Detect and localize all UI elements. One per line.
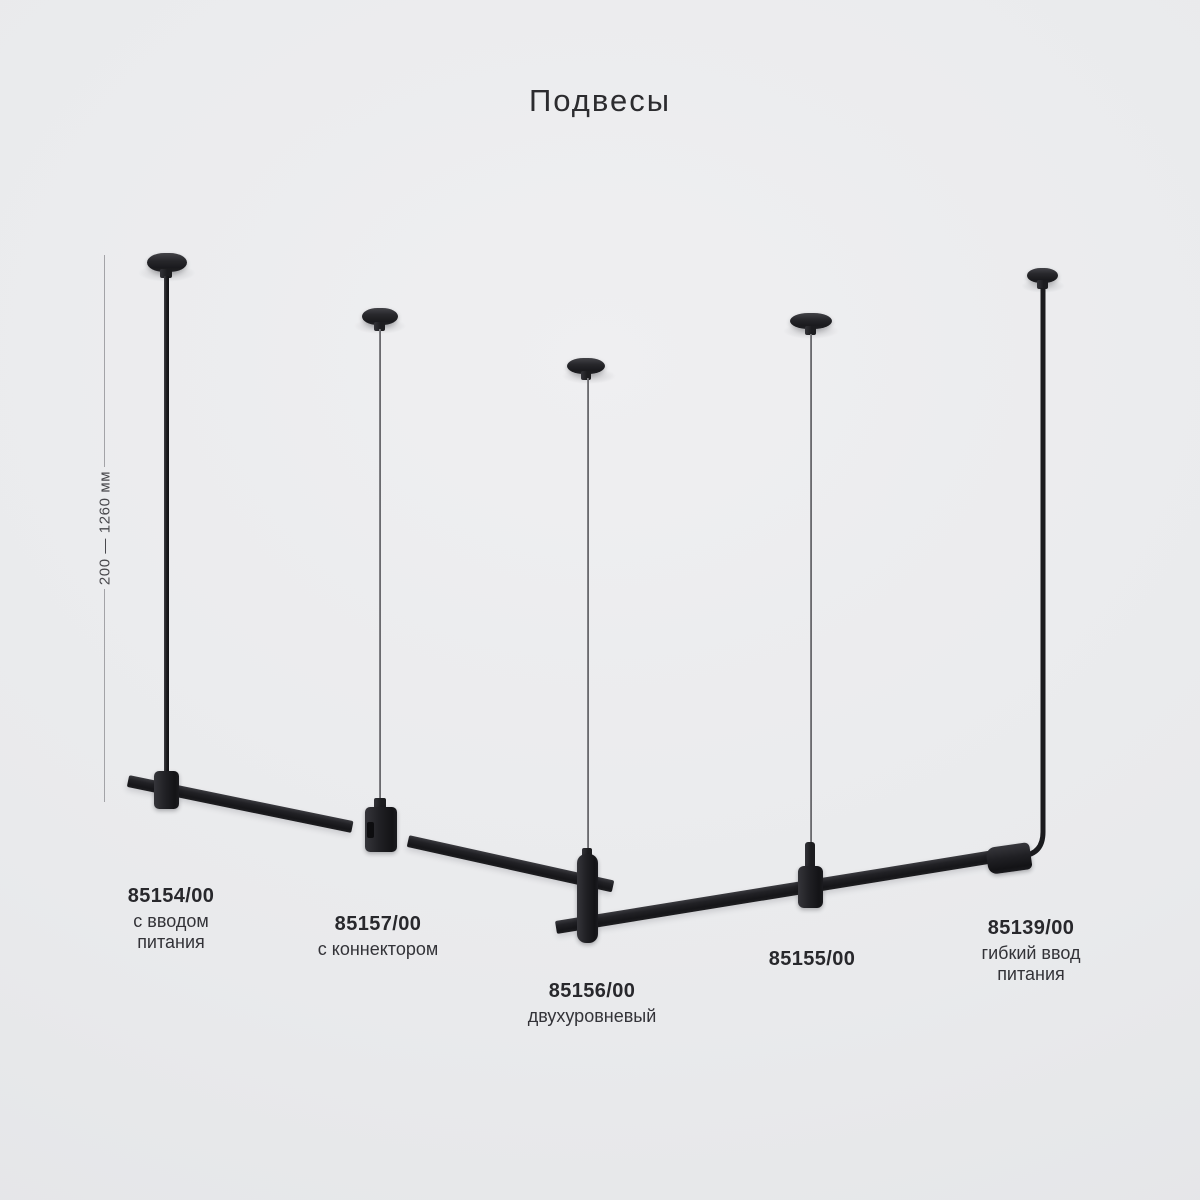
- p1-suspension-rod: [164, 276, 169, 774]
- model-number: 85155/00: [768, 948, 856, 970]
- desc-line: двухуровневый: [527, 1006, 657, 1026]
- p3-connector-nub: [582, 848, 592, 858]
- p1-power-input-fitting: [154, 771, 179, 809]
- p4-track-fitting: [798, 866, 823, 908]
- p1-canopy-stem: [160, 269, 172, 278]
- track-segment-3: [554, 850, 992, 934]
- p3-ceiling-canopy: [567, 358, 605, 374]
- p5-track-end-cap: [985, 842, 1033, 875]
- p2-connector-nub: [374, 798, 386, 809]
- p3-suspension-wire: [587, 378, 589, 856]
- dimension-label: 200 — 1260 мм: [96, 470, 114, 586]
- p4-suspension-wire: [810, 334, 812, 844]
- p2-ceiling-canopy: [362, 308, 398, 325]
- desc-line: гибкий ввод: [981, 943, 1081, 963]
- desc-line: питания: [137, 932, 205, 952]
- dimension-line-top: [104, 255, 105, 467]
- p5-canopy-stem: [1037, 280, 1048, 289]
- p5-ceiling-canopy: [1027, 268, 1058, 283]
- p2-canopy-stem: [374, 322, 385, 331]
- product-label-85155: 85155/00: [769, 947, 856, 971]
- model-number: 85157/00: [334, 913, 422, 935]
- p4-canopy-stem: [805, 326, 816, 335]
- product-label-85156: 85156/00 двухуровневый: [528, 979, 657, 1027]
- model-number: 85156/00: [548, 980, 636, 1002]
- p4-ceiling-canopy: [790, 313, 832, 329]
- product-label-85139: 85139/00 гибкий ввод питания: [982, 916, 1081, 985]
- p4-wire-gripper: [805, 842, 815, 869]
- p1-ceiling-canopy: [147, 253, 187, 272]
- model-number: 85154/00: [127, 885, 215, 907]
- dimension-line-bottom: [104, 589, 105, 802]
- desc-line: с вводом: [133, 911, 209, 931]
- p3-two-level-connector: [577, 854, 598, 943]
- p2-suspension-wire: [379, 329, 381, 802]
- p2-connector-port: [367, 822, 374, 838]
- p3-canopy-stem: [581, 371, 591, 380]
- desc-line: питания: [997, 964, 1065, 984]
- product-label-85157: 85157/00 с коннектором: [318, 912, 439, 960]
- model-number: 85139/00: [987, 917, 1075, 939]
- desc-line: с коннектором: [317, 939, 439, 959]
- product-label-85154: 85154/00 с вводом питания: [128, 884, 215, 953]
- page-title: Подвесы: [528, 83, 672, 118]
